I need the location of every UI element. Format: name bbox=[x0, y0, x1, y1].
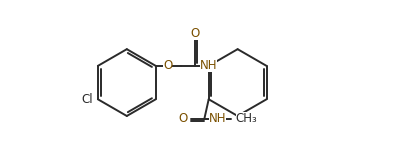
Text: CH₃: CH₃ bbox=[236, 112, 258, 125]
Text: O: O bbox=[178, 112, 187, 125]
Text: O: O bbox=[190, 28, 199, 40]
Text: NH: NH bbox=[200, 59, 217, 72]
Text: NH: NH bbox=[209, 112, 226, 125]
Text: O: O bbox=[163, 59, 172, 72]
Text: Cl: Cl bbox=[81, 93, 92, 106]
